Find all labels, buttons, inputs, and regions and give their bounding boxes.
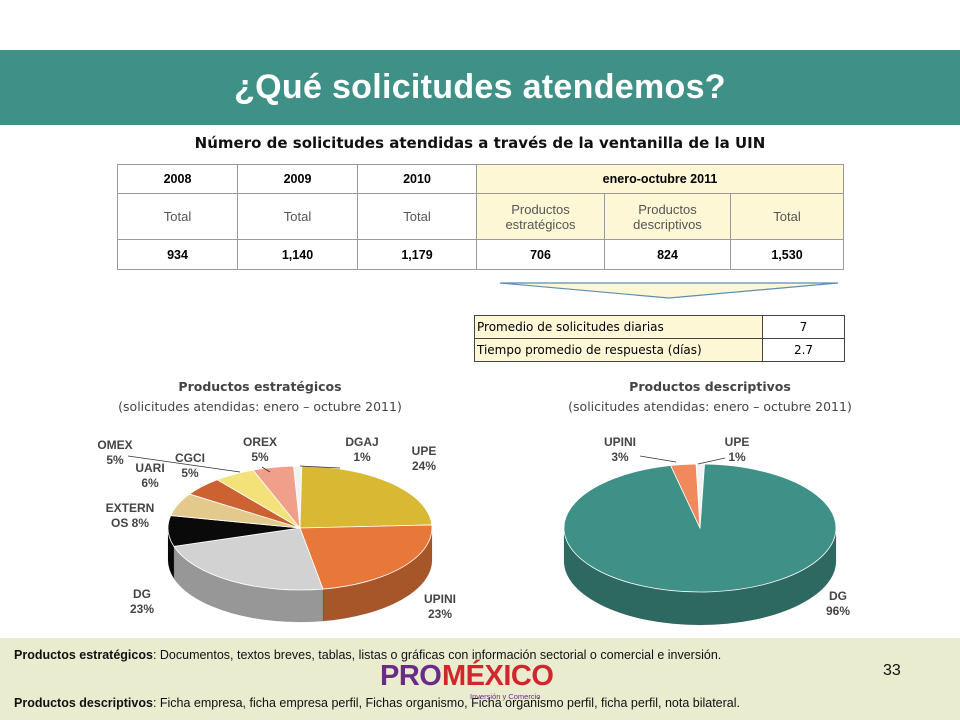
pie-label-extern-os: EXTERN OS 8% xyxy=(106,501,155,530)
page-number: 33 xyxy=(883,662,901,679)
chart-title: Productos descriptivos xyxy=(629,379,791,394)
year-2009-header: 2009 xyxy=(237,164,358,194)
pie-leader-line xyxy=(299,465,341,469)
subheader-total-2009: Total xyxy=(237,193,358,240)
chart-subtitle: (solicitudes atendidas: enero – octubre … xyxy=(118,399,402,414)
pie-slice-orex xyxy=(252,465,301,530)
table-values-row: 934 1,140 1,179 706 824 1,530 xyxy=(117,239,844,270)
pie-label-orex: OREX 5% xyxy=(243,435,277,464)
pie-label-cgci: CGCI 5% xyxy=(175,451,205,480)
requests-table: 2008 2009 2010 enero-octubre 2011 Total … xyxy=(117,164,844,270)
pie-label-upe: UPE 1% xyxy=(725,435,750,464)
strategic-note-label: Productos estratégicos xyxy=(14,648,153,662)
stats-label: Tiempo promedio de respuesta (días) xyxy=(474,338,763,362)
year-2011-header: enero-octubre 2011 xyxy=(476,164,844,194)
descriptive-note-text: : Ficha empresa, ficha empresa perfil, F… xyxy=(152,696,740,710)
pie-slice-upini xyxy=(299,524,433,590)
pie-leader-line xyxy=(127,455,241,473)
pie-label-upini: UPINI 23% xyxy=(424,592,456,621)
pie-leader-line xyxy=(639,455,677,463)
footer-notes: Productos estratégicos: Documentos, text… xyxy=(0,638,960,720)
pie-label-uari: UARI 6% xyxy=(135,461,164,490)
table-header-row: 2008 2009 2010 enero-octubre 2011 xyxy=(117,164,844,194)
strategic-note: Productos estratégicos: Documentos, text… xyxy=(14,648,721,662)
stats-value: 2.7 xyxy=(762,338,845,362)
pie-label-omex: OMEX 5% xyxy=(97,438,132,467)
table-subheader-row: Total Total Total Productos estratégicos… xyxy=(117,193,844,240)
year-2008-header: 2008 xyxy=(117,164,238,194)
subheader-total-2011: Total xyxy=(730,193,844,240)
chart-subtitle: (solicitudes atendidas: enero – octubre … xyxy=(568,399,852,414)
logo-mexico: MÉXICO xyxy=(442,660,554,692)
title-band: ¿Qué solicitudes atendemos? xyxy=(0,50,960,125)
chart-title: Productos estratégicos xyxy=(178,379,342,394)
descriptive-note-label: Productos descriptivos xyxy=(14,696,153,710)
pie-slice-dg xyxy=(173,527,324,591)
pie-leader-line xyxy=(261,466,271,473)
promexico-logo: PRO MÉXICO Inversión y Comercio xyxy=(380,660,580,701)
pie-label-dg: DG 96% xyxy=(826,589,850,618)
value-2011-descriptive: 824 xyxy=(604,239,731,270)
value-2011-strategic: 706 xyxy=(476,239,605,270)
value-2009: 1,140 xyxy=(237,239,358,270)
logo-tagline: Inversión y Comercio xyxy=(470,692,541,701)
value-2011-total: 1,530 xyxy=(730,239,844,270)
value-2010: 1,179 xyxy=(357,239,477,270)
descriptive-chart-heading: Productos descriptivos (solicitudes aten… xyxy=(510,377,910,417)
table-subtitle: Número de solicitudes atendidas a través… xyxy=(194,134,766,152)
strategic-chart-heading: Productos estratégicos (solicitudes aten… xyxy=(60,377,460,417)
logo-pro: PRO xyxy=(380,660,442,692)
year-2010-header: 2010 xyxy=(357,164,477,194)
descriptive-note: Productos descriptivos: Ficha empresa, f… xyxy=(14,696,740,710)
subheader-strategic: Productos estratégicos xyxy=(476,193,605,240)
subheader-descriptive: Productos descriptivos xyxy=(604,193,731,240)
strategic-note-text: : Documentos, textos breves, tablas, lis… xyxy=(152,648,722,662)
pie-leader-line xyxy=(697,457,726,465)
down-arrow-shape xyxy=(499,282,839,299)
slide-title: ¿Qué solicitudes atendemos? xyxy=(234,68,726,106)
pie-label-dgaj: DGAJ 1% xyxy=(345,435,378,464)
pie-slice-upini xyxy=(670,463,701,529)
pie-label-dg: DG 23% xyxy=(130,587,154,616)
subheader-total-2008: Total xyxy=(117,193,238,240)
stats-row: Tiempo promedio de respuesta (días) 2.7 xyxy=(474,338,845,362)
pie-label-upe: UPE 24% xyxy=(412,444,437,473)
stats-table: Promedio de solicitudes diarias 7 Tiempo… xyxy=(474,315,845,362)
pie-label-upini: UPINI 3% xyxy=(604,435,636,464)
